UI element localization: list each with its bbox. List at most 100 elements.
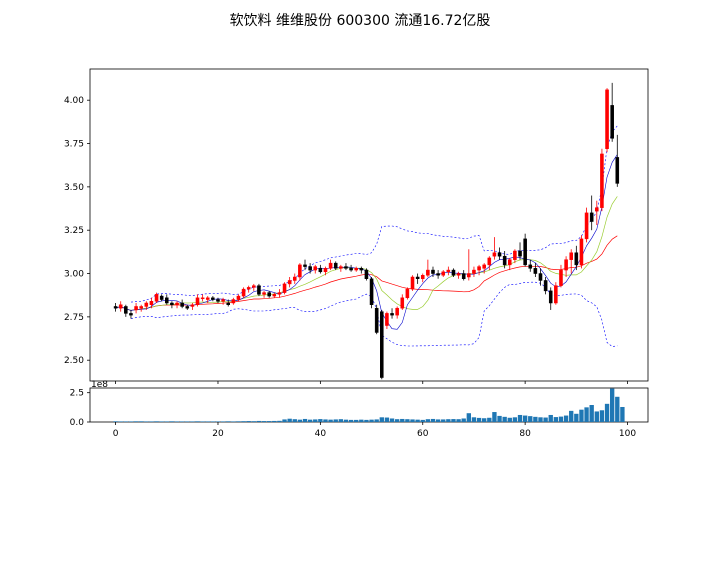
candle-body	[226, 302, 231, 305]
volume-bar	[466, 413, 472, 422]
volume-bar	[579, 409, 584, 422]
volume-bar	[512, 417, 518, 422]
candle-body	[451, 269, 456, 276]
volume-bar	[456, 419, 461, 422]
volume-bar	[374, 419, 379, 422]
volume-bar	[471, 417, 477, 422]
volume-bar	[292, 419, 297, 422]
candle-body	[497, 252, 502, 257]
candle-body	[507, 259, 512, 266]
volume-bar	[277, 420, 282, 422]
candle-body	[252, 285, 256, 288]
volume-bar	[261, 421, 267, 422]
candle-body	[318, 268, 323, 273]
volume-bar	[282, 419, 287, 422]
candle-body	[216, 299, 220, 302]
volume-bar	[415, 419, 420, 422]
candle-body	[513, 250, 517, 260]
candle-body	[159, 295, 164, 300]
candle-body	[282, 283, 287, 293]
candle-body	[118, 304, 123, 309]
candle-body	[589, 212, 594, 222]
volume-bar	[461, 418, 466, 422]
candle-body	[400, 297, 405, 309]
volume-bar	[584, 407, 589, 422]
candle-body	[431, 269, 435, 274]
x-tick-label: 20	[212, 429, 224, 439]
candle-body	[313, 266, 318, 271]
volume-bar	[359, 419, 364, 422]
volume-bar	[482, 418, 487, 422]
candle-body	[257, 285, 261, 295]
candle-body	[205, 297, 210, 300]
volume-bar	[220, 421, 226, 422]
candle-body	[364, 269, 369, 279]
volume-bar	[420, 419, 425, 422]
volume-panel: 0 20 40 60 80 100 0.0 2.5 1e8	[70, 380, 649, 439]
candle-body	[129, 313, 133, 316]
candle-body	[359, 268, 364, 271]
volume-bar	[476, 417, 482, 422]
volume-bar	[333, 419, 338, 422]
candle-body	[200, 297, 205, 300]
candle-body	[339, 266, 343, 269]
candle-body	[564, 259, 568, 271]
candle-body	[574, 252, 579, 266]
volume-bar	[502, 416, 507, 422]
volume-bar	[205, 421, 210, 422]
candle-body	[113, 306, 118, 309]
candle-body	[600, 153, 604, 208]
candle-body	[390, 313, 394, 316]
volume-bar	[328, 419, 333, 422]
candle-body	[231, 299, 236, 304]
volume-bar	[246, 421, 251, 422]
volume-bar	[604, 403, 610, 422]
volume-bar	[241, 421, 246, 422]
candle-body	[170, 302, 174, 305]
volume-bar	[553, 417, 559, 422]
ma-mid-line	[115, 196, 618, 311]
candle-body	[267, 292, 271, 297]
x-tick-label: 0	[113, 429, 119, 439]
volume-bar	[563, 415, 569, 422]
candle-body	[472, 269, 476, 274]
candle-body	[246, 287, 251, 290]
candle-body	[405, 288, 410, 299]
volume-bar	[522, 415, 528, 422]
volume-bar	[313, 419, 318, 422]
candle-body	[569, 252, 573, 260]
candle-body	[446, 269, 451, 273]
volume-bar	[538, 417, 543, 422]
volume-bar	[169, 421, 175, 422]
candle-body	[482, 264, 486, 269]
volume-bar	[492, 412, 497, 422]
candle-body	[426, 269, 430, 276]
volume-bar	[430, 418, 436, 422]
candle-body	[579, 238, 584, 266]
volume-bar	[195, 421, 200, 422]
volume-bar	[394, 419, 400, 422]
candle-body	[554, 285, 558, 304]
volume-bar	[594, 411, 599, 422]
x-tick-label: 40	[315, 429, 327, 439]
volume-bar	[149, 421, 154, 422]
volume-bar	[548, 414, 553, 422]
volume-axes-frame	[89, 387, 649, 423]
candle-body	[523, 238, 527, 266]
volume-bar	[441, 419, 446, 422]
volume-bar	[215, 421, 221, 422]
candle-body	[415, 276, 420, 279]
volume-bar	[435, 419, 441, 422]
volume-bar	[543, 417, 548, 422]
candle-body	[277, 292, 282, 295]
volume-offset-label: 1e8	[91, 380, 108, 390]
candle-body	[328, 262, 333, 269]
bollinger-lower-line	[130, 281, 618, 347]
volume-bar	[343, 419, 349, 422]
volume-bar	[318, 419, 323, 422]
volume-bar	[517, 414, 523, 422]
volume-bar	[226, 421, 231, 422]
candle-body	[467, 273, 471, 278]
volume-bar	[364, 419, 369, 422]
